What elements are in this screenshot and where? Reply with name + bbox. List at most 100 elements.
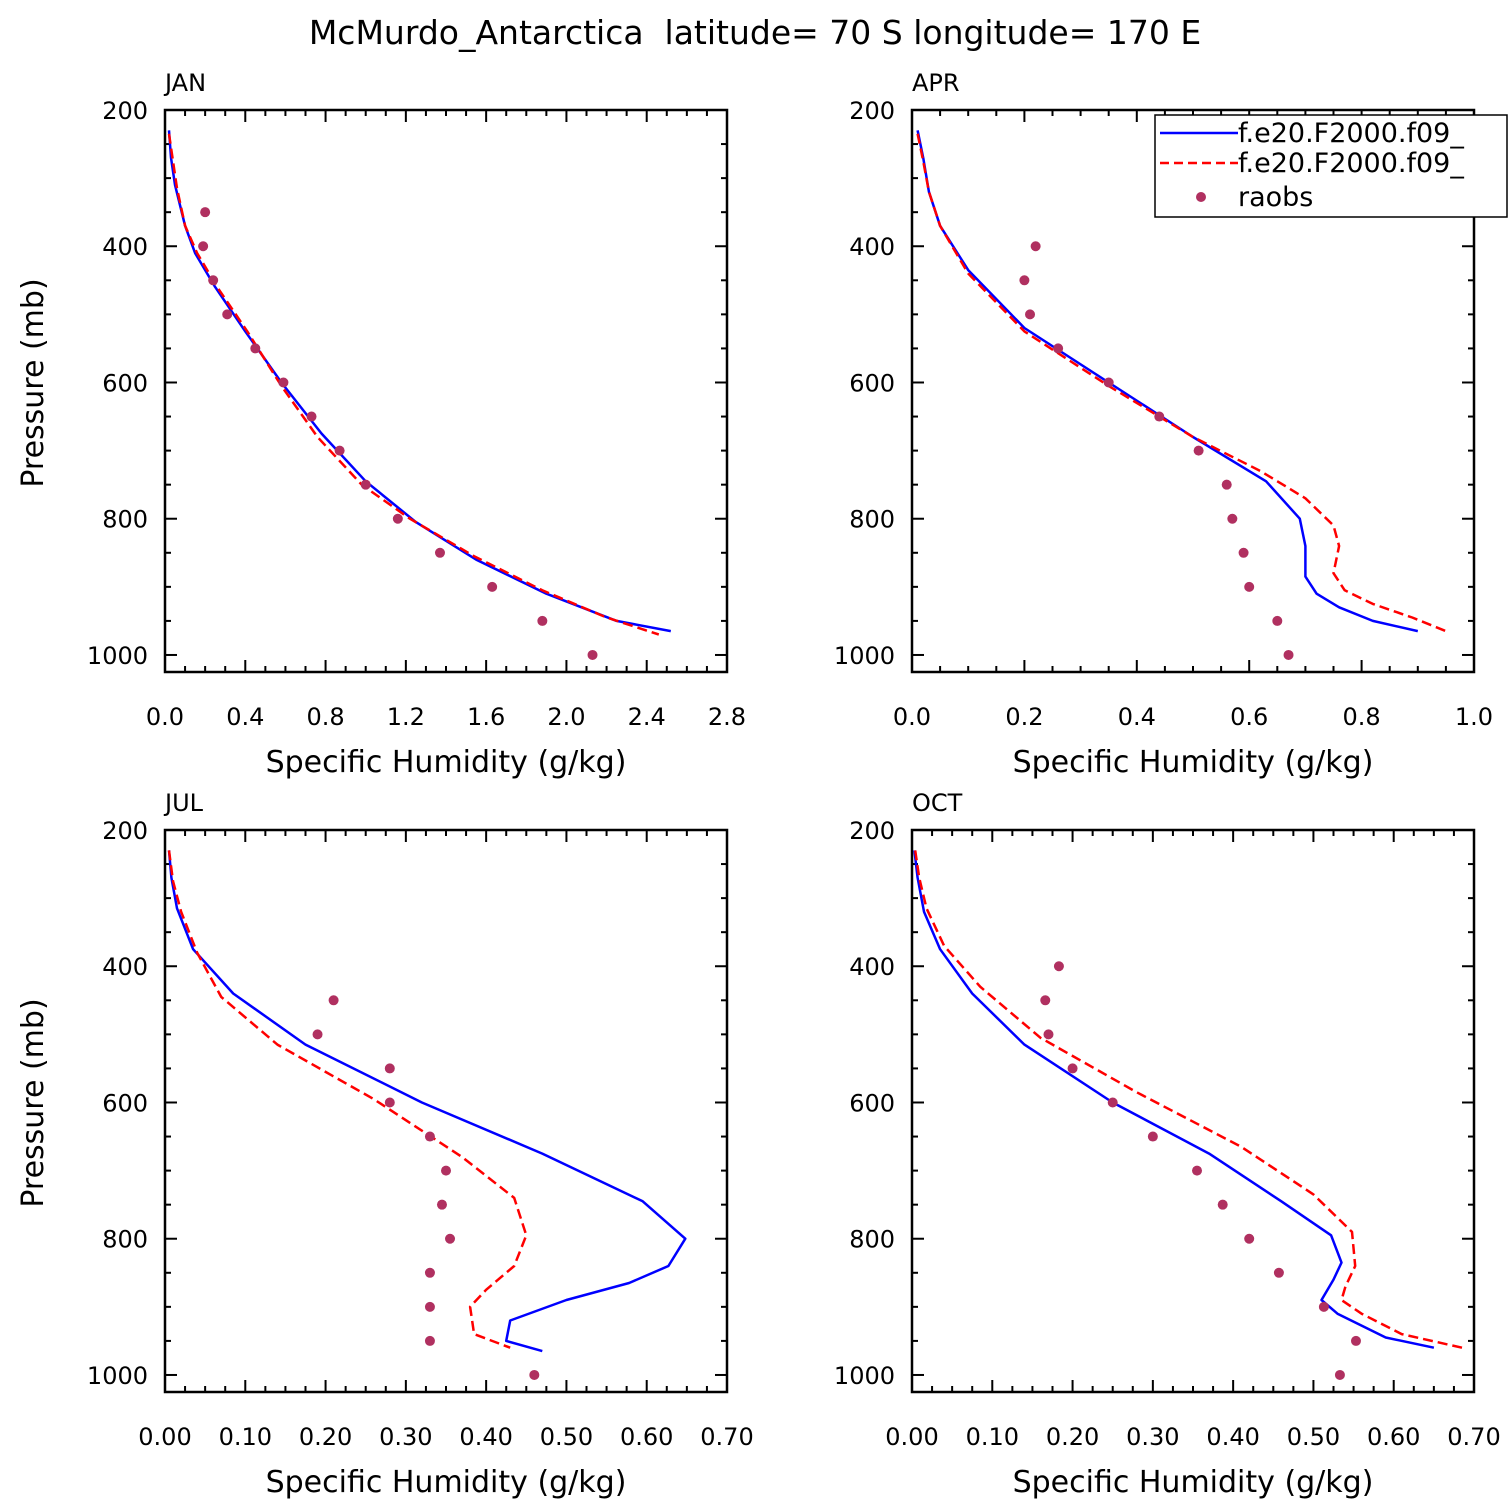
raobs-point — [198, 241, 209, 252]
y-tick-label: 200 — [102, 817, 148, 845]
legend-label: f.e20.F2000.f09_ — [1238, 118, 1464, 149]
raobs-point — [529, 1369, 540, 1380]
x-tick-label: 0.10 — [966, 1423, 1019, 1451]
raobs-point — [1147, 1131, 1158, 1142]
raobs-point — [1334, 1369, 1345, 1380]
x-axis-label: Specific Humidity (g/kg) — [1013, 745, 1374, 780]
x-tick-label: 1.6 — [467, 703, 505, 731]
y-tick-label: 200 — [849, 97, 895, 125]
raobs-point — [278, 377, 289, 388]
raobs-point — [200, 207, 211, 218]
y-tick-label: 1000 — [87, 1362, 148, 1390]
x-tick-label: 0.0 — [146, 703, 184, 731]
x-tick-label: 0.70 — [1447, 1423, 1500, 1451]
raobs-point — [360, 479, 371, 490]
raobs-point — [487, 581, 498, 592]
plot-frame — [163, 108, 729, 674]
raobs-point — [1053, 343, 1064, 354]
plot-frame — [910, 828, 1476, 1394]
raobs-point — [441, 1165, 451, 1176]
y-tick-label: 400 — [849, 953, 895, 981]
raobs-point — [384, 1097, 395, 1108]
panel-jan: JAN Pressure (mb) Specific Humidity (g/k… — [16, 69, 746, 780]
panel-title: JAN — [163, 69, 206, 97]
raobs-point — [424, 1301, 435, 1312]
x-tick-label: 0.40 — [459, 1423, 512, 1451]
figure-title: McMurdo_Antarctica latitude= 70 S longit… — [309, 13, 1201, 52]
y-tick-label: 600 — [102, 1089, 148, 1117]
y-tick-label: 400 — [849, 233, 895, 261]
x-tick-label: 0.4 — [226, 703, 264, 731]
raobs-point — [1238, 547, 1249, 558]
x-tick-label: 0.8 — [306, 703, 344, 731]
panel-jul: JUL Pressure (mb) Specific Humidity (g/k… — [16, 789, 754, 1500]
raobs-point — [1283, 649, 1294, 660]
x-tick-label: 0.00 — [885, 1423, 938, 1451]
series-line-dashed — [167, 850, 528, 1349]
y-tick-label: 200 — [102, 97, 148, 125]
x-axis-label: Specific Humidity (g/kg) — [266, 745, 627, 780]
raobs-point — [1043, 1029, 1054, 1040]
raobs-point — [1019, 275, 1030, 286]
x-tick-label: 0.50 — [540, 1423, 593, 1451]
raobs-point — [312, 1029, 323, 1040]
x-tick-label: 2.8 — [708, 703, 746, 731]
raobs-point — [306, 411, 317, 422]
y-tick-label: 400 — [102, 953, 148, 981]
raobs-point — [334, 445, 345, 456]
raobs-point — [250, 343, 261, 354]
raobs-point — [384, 1063, 395, 1074]
y-tick-label: 800 — [849, 1226, 895, 1254]
raobs-point — [1318, 1301, 1329, 1312]
y-tick-label: 1000 — [87, 642, 148, 670]
raobs-point — [436, 1199, 447, 1210]
y-tick-label: 800 — [102, 506, 148, 534]
y-tick-label: 1000 — [834, 1362, 895, 1390]
x-tick-label: 0.60 — [1367, 1423, 1420, 1451]
raobs-point — [1025, 309, 1036, 320]
raobs-point — [445, 1233, 456, 1244]
x-tick-label: 2.4 — [628, 703, 666, 731]
panel-title: APR — [912, 69, 960, 97]
x-tick-label: 0.0 — [893, 703, 931, 731]
raobs-point — [1272, 615, 1283, 626]
x-tick-label: 2.0 — [547, 703, 585, 731]
x-tick-label: 0.50 — [1287, 1423, 1340, 1451]
raobs-point — [392, 513, 403, 524]
x-tick-label: 0.8 — [1343, 703, 1381, 731]
y-tick-label: 600 — [849, 1089, 895, 1117]
y-tick-label: 200 — [849, 817, 895, 845]
y-tick-label: 800 — [102, 1226, 148, 1254]
raobs-point — [222, 309, 233, 320]
x-tick-label: 0.00 — [138, 1423, 191, 1451]
panel-title: OCT — [912, 789, 963, 817]
raobs-point — [434, 547, 445, 558]
x-tick-label: 0.70 — [700, 1423, 753, 1451]
raobs-point — [424, 1335, 435, 1346]
x-axis-label: Specific Humidity (g/kg) — [266, 1465, 627, 1500]
series-line-dashed — [916, 133, 1447, 633]
raobs-point — [1053, 961, 1064, 972]
x-tick-label: 0.20 — [1046, 1423, 1099, 1451]
x-tick-label: 0.10 — [219, 1423, 272, 1451]
raobs-point — [328, 995, 339, 1006]
x-tick-label: 0.40 — [1206, 1423, 1259, 1451]
x-tick-label: 0.30 — [1126, 1423, 1179, 1451]
panel-title: JUL — [163, 789, 204, 817]
x-tick-label: 0.2 — [1005, 703, 1043, 731]
raobs-point — [1273, 1267, 1284, 1278]
series-line-solid — [913, 850, 1435, 1349]
series-line-solid — [167, 850, 687, 1353]
raobs-point — [1193, 445, 1204, 456]
raobs-point — [1030, 241, 1041, 252]
y-axis-label: Pressure (mb) — [16, 998, 51, 1207]
raobs-point — [1154, 411, 1165, 422]
x-tick-label: 1.0 — [1455, 703, 1493, 731]
series-line-solid — [167, 130, 672, 633]
y-axis-label: Pressure (mb) — [16, 278, 51, 487]
y-tick-label: 800 — [849, 506, 895, 534]
raobs-point — [1040, 995, 1051, 1006]
raobs-point — [537, 615, 548, 626]
raobs-point — [1107, 1097, 1118, 1108]
